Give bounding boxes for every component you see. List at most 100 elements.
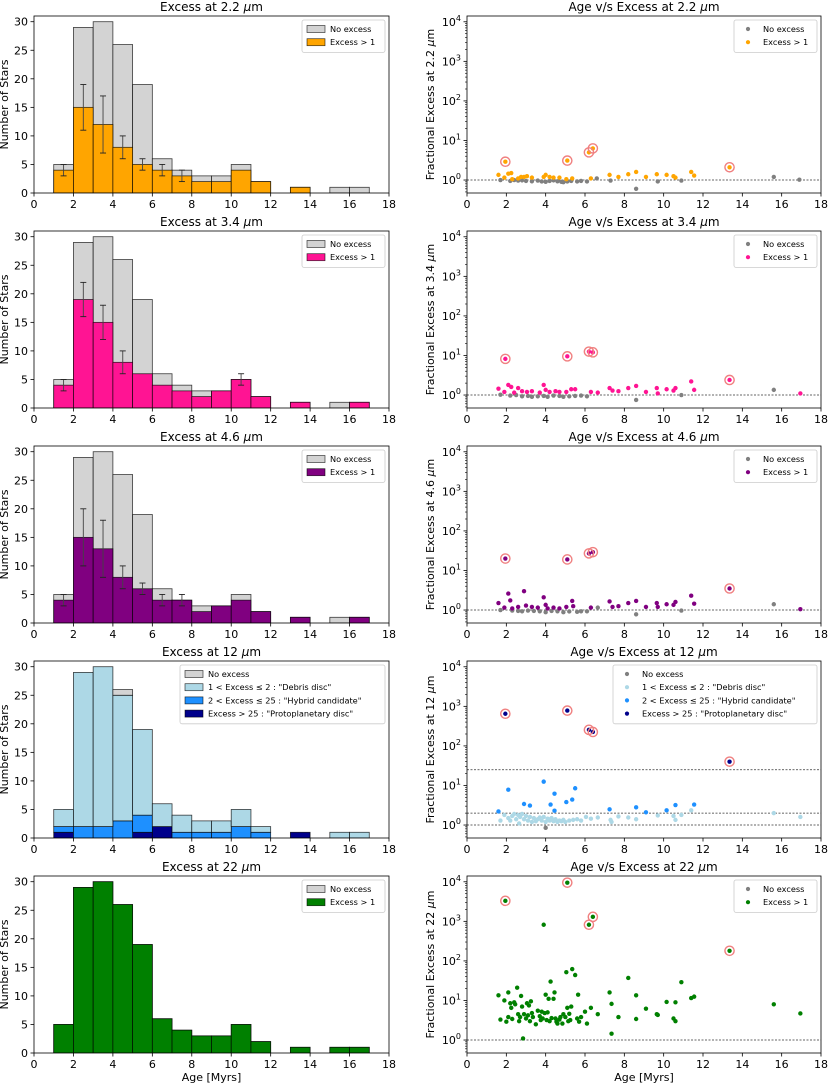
bar [171, 1029, 193, 1053]
data-point [517, 1014, 523, 1020]
legend-item: No excess [624, 669, 683, 679]
data-point [502, 175, 507, 180]
highlight-ring [724, 945, 735, 957]
data-point [691, 173, 697, 178]
x-tick-label: 12 [696, 198, 710, 211]
data-point [643, 174, 649, 180]
data-point [519, 394, 525, 399]
bar [211, 820, 232, 833]
data-point [570, 176, 575, 181]
x-tick-label: 14 [735, 198, 749, 211]
data-point [655, 604, 660, 610]
x-tick-label: 2 [70, 198, 77, 211]
data-point [561, 394, 566, 400]
x-tick-label: 8 [188, 628, 195, 641]
data-point [607, 990, 612, 995]
data-point [582, 1009, 588, 1014]
y-tick-label: 25 [14, 259, 28, 272]
x-tick-label: 18 [814, 1058, 828, 1071]
data-point [563, 1014, 568, 1020]
data-point [798, 814, 803, 820]
x-tick-label: 6 [149, 628, 156, 641]
data-point [503, 159, 508, 164]
data-point [526, 1003, 532, 1008]
x-tick-label: 18 [814, 628, 828, 641]
data-point [514, 985, 520, 990]
data-point [545, 1010, 550, 1015]
legend-label: No excess [208, 669, 249, 679]
x-tick-label: 10 [224, 843, 238, 856]
data-point [655, 1012, 660, 1018]
bar [73, 672, 94, 827]
highlight-ring [587, 911, 599, 923]
data-point [586, 150, 592, 155]
data-point [574, 1016, 580, 1021]
x-tick-label: 16 [775, 198, 789, 211]
panel-scatter-2.2: Age v/s Excess at 2.2 μm Fractional Exces… [424, 0, 828, 211]
highlight-ring [587, 347, 599, 358]
data-point [531, 608, 537, 614]
x-tick-label: 12 [696, 843, 710, 856]
data-point [572, 786, 578, 791]
data-point [616, 603, 621, 609]
data-point [498, 1017, 503, 1022]
data-point [551, 605, 556, 610]
data-point [590, 914, 596, 920]
y-tick-label: 102 [442, 523, 461, 538]
data-point [616, 174, 621, 180]
legend-label: No excess [763, 454, 804, 464]
legend-item: 1 < Excess ≤ 2 : "Debris disc" [624, 682, 765, 692]
bar [349, 186, 370, 193]
bar [289, 616, 311, 623]
panel-hist-3.4: Excess at 3.4 μm Number of Stars 0 2 4 6 8 10 12… [0, 215, 396, 426]
data-point [535, 1008, 540, 1013]
legend-item: No excess [306, 454, 371, 464]
data-point [633, 598, 639, 604]
data-point [551, 175, 556, 180]
data-point [521, 1011, 527, 1017]
data-point [565, 158, 570, 163]
data-point [555, 179, 560, 184]
data-point [567, 1011, 572, 1017]
data-point [643, 1006, 649, 1011]
bar [191, 831, 212, 838]
data-point [689, 593, 694, 598]
x-tick-label: 0 [31, 1058, 38, 1071]
data-point [571, 603, 576, 609]
x-tick-label: 18 [814, 413, 828, 426]
data-point [508, 818, 513, 823]
chart-title: Age v/s Excess at 3.4 μm [568, 215, 719, 229]
bar [289, 831, 311, 838]
y-axis-label: Fractional Excess at 4.6 μm [424, 459, 437, 611]
data-point [567, 394, 572, 399]
highlight-ring [562, 351, 573, 362]
data-point [673, 599, 678, 605]
highlight-ring [562, 155, 573, 166]
data-point [584, 609, 590, 614]
data-point [771, 174, 776, 180]
x-tick-label: 16 [775, 843, 789, 856]
bar [73, 887, 94, 1053]
data-point [535, 605, 540, 610]
legend-label: Excess > 1 [330, 467, 375, 477]
panel-scatter-22: Age v/s Excess at 22 μm Fractional Excess… [424, 860, 828, 1084]
data-point [535, 178, 540, 183]
data-point [546, 996, 551, 1002]
y-tick-label: 25 [14, 474, 28, 487]
y-tick-label: 30 [14, 661, 28, 674]
legend-label: Excess > 1 [330, 37, 375, 47]
plot-frame [33, 15, 390, 194]
data-point [584, 394, 590, 399]
data-point [633, 1016, 639, 1022]
legend-frame [733, 234, 818, 268]
data-point [519, 811, 525, 817]
x-tick-label: 0 [464, 628, 471, 641]
bar [92, 666, 114, 827]
bar [151, 1018, 173, 1053]
bar [112, 820, 134, 838]
data-point [519, 178, 525, 183]
legend: No excess 1 < Excess ≤ 2 : "Debris disc" 2… [612, 664, 818, 725]
data-point [654, 385, 659, 391]
data-point [727, 377, 732, 383]
